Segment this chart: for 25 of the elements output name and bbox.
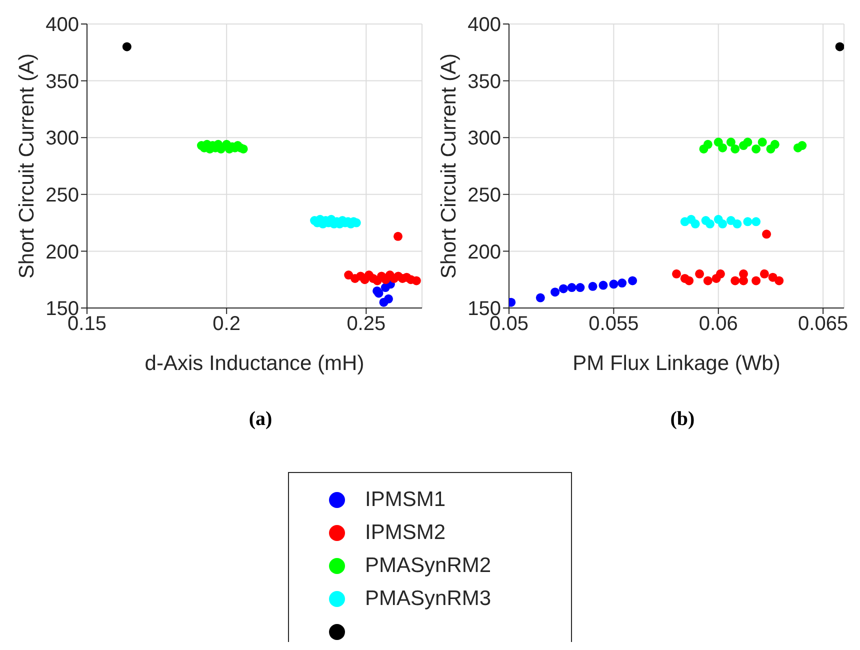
legend-label: PMASynRM2 (365, 554, 492, 578)
y-tick-label: 200 (46, 241, 79, 264)
y-tick-label: 200 (468, 241, 501, 264)
y-tick-label: 250 (468, 184, 501, 206)
y-tick-label: 300 (468, 128, 501, 150)
x-tick-label: 0.2 (212, 313, 240, 336)
x-tick-label: 0.25 (346, 313, 386, 336)
x-axis-title: PM Flux Linkage (Wb) (572, 352, 780, 375)
legend-label: IPMSM1 (365, 488, 446, 512)
text: (b) (669, 408, 696, 431)
x-tick-label: 0.065 (798, 313, 848, 336)
y-tick-label: 400 (468, 14, 501, 36)
legend-label: IPMSM2 (365, 520, 446, 544)
y-axis-title: Short Circuit Current (A) (437, 53, 460, 279)
x-tick-label: 0.055 (588, 313, 639, 336)
y-tick-label: 400 (46, 14, 79, 36)
y-tick-label: 350 (46, 70, 79, 93)
y-tick-label: 250 (46, 184, 79, 206)
legend-label: PMASynRM3 (365, 586, 492, 610)
y-tick-label: 300 (46, 128, 79, 150)
y-tick-label: 350 (468, 70, 501, 93)
x-axis-title: d-Axis Inductance (mH) (144, 352, 364, 375)
text: (a) (248, 408, 274, 431)
x-tick-label: 0.06 (698, 313, 738, 336)
y-axis-title: Short Circuit Current (A) (15, 53, 38, 279)
